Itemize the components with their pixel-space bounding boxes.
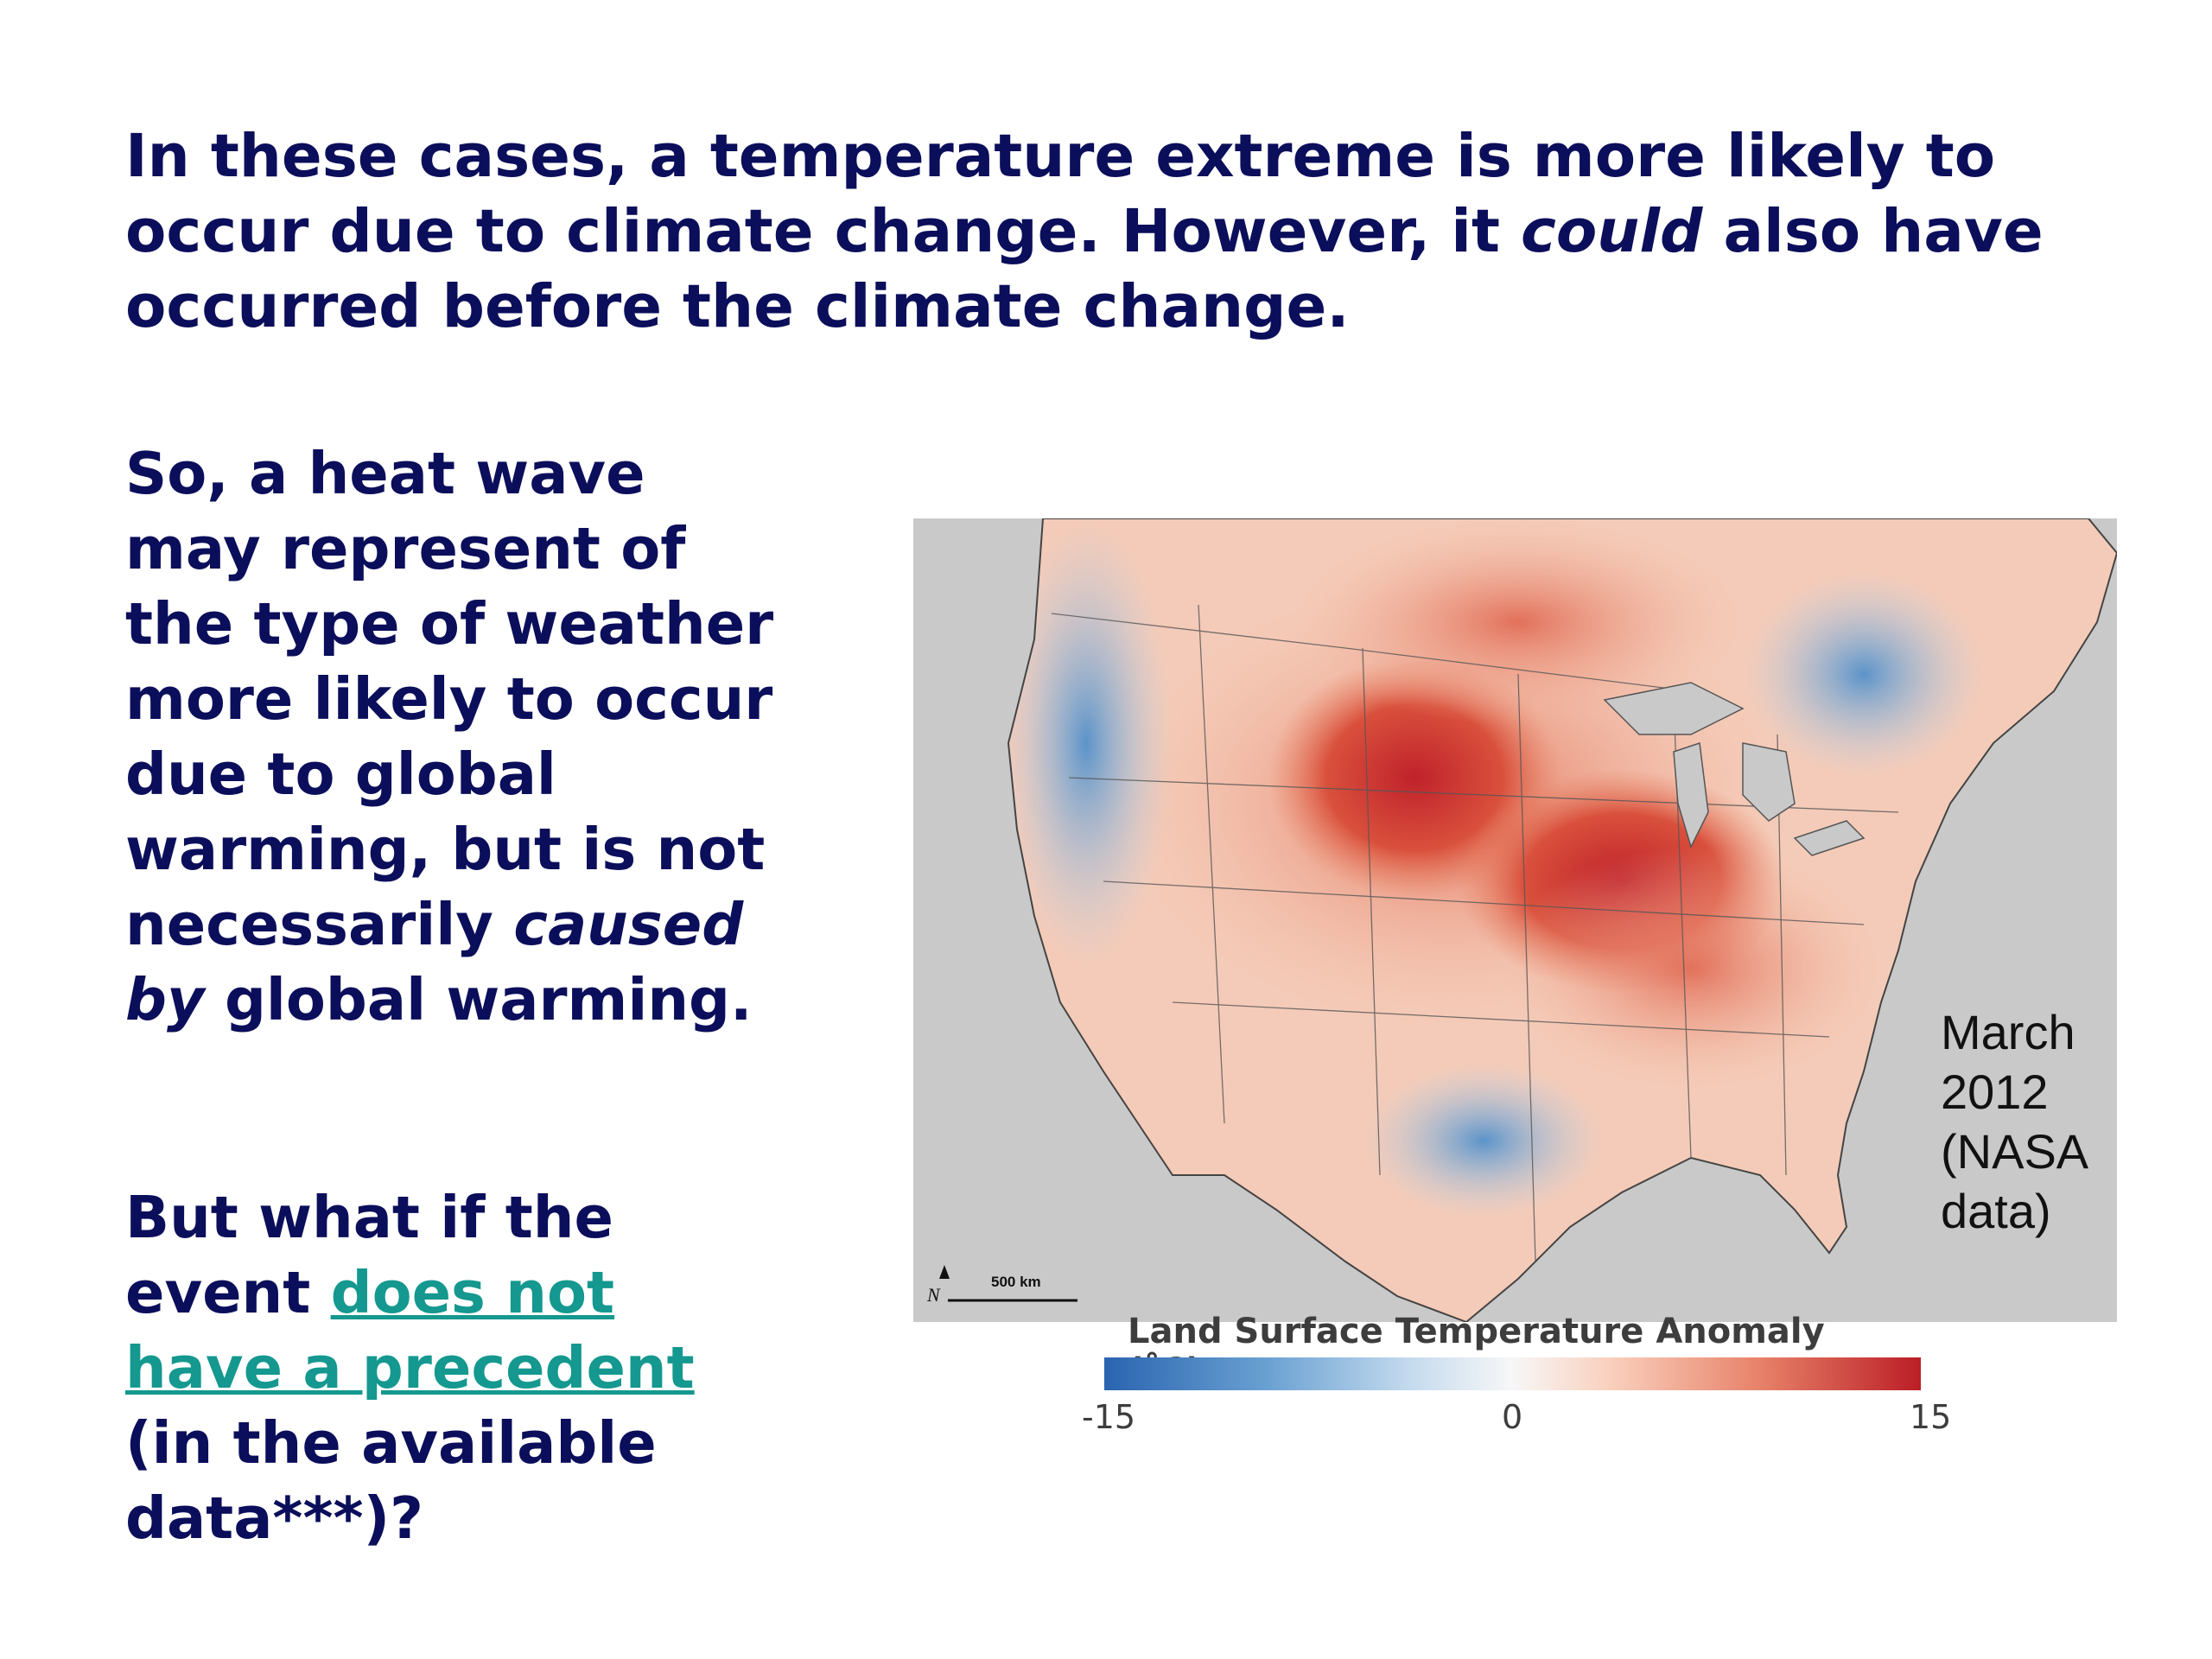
- body1-emphasis: caused by: [125, 891, 744, 1033]
- title-text-end: also have occurred before the climate ch…: [125, 197, 2044, 341]
- north-label: N: [927, 1284, 940, 1306]
- body1-text-end: global warming.: [204, 966, 753, 1033]
- color-scale-bar: [1104, 1357, 1921, 1390]
- legend-tick-min: -15: [1082, 1398, 1136, 1436]
- temperature-anomaly-map: [913, 518, 2117, 1322]
- body1-text: So, a heat wave may represent of the typ…: [125, 440, 774, 958]
- title-text: In these cases, a temperature extreme is…: [125, 122, 1996, 266]
- body2-text: But what if the event: [125, 1184, 613, 1326]
- title-emphasis: could: [1520, 197, 1703, 266]
- body2-text-end: (in the available data***)?: [125, 1409, 657, 1552]
- body-paragraph-2: But what if the event does not have a pr…: [125, 1180, 782, 1556]
- legend-tick-zero: 0: [1502, 1398, 1523, 1436]
- north-america-map-image: [913, 518, 2117, 1322]
- north-arrow-icon: [939, 1265, 950, 1279]
- body-paragraph-1: So, a heat wave may represent of the typ…: [125, 436, 782, 1038]
- scale-bar-label: 500 km: [991, 1274, 1041, 1290]
- legend-tick-max: 15: [1910, 1398, 1952, 1436]
- slide-title: In these cases, a temperature extreme is…: [125, 119, 2113, 345]
- map-caption: March 2012 (NASA data): [1941, 1005, 2087, 1238]
- precedent-link[interactable]: does not have a precedent: [125, 1259, 695, 1402]
